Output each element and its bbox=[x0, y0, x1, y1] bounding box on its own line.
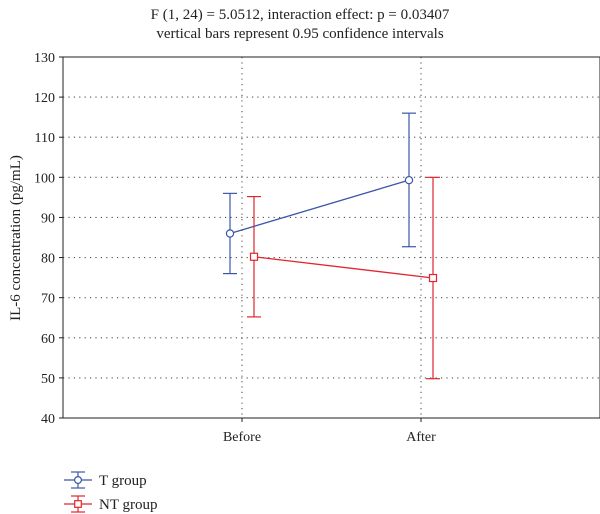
y-tick-label: 40 bbox=[41, 412, 55, 427]
y-tick-label: 100 bbox=[34, 171, 55, 186]
plot-frame bbox=[62, 56, 600, 419]
data-point bbox=[404, 175, 414, 185]
y-tick-label: 90 bbox=[41, 211, 55, 226]
legend-marker bbox=[73, 476, 82, 485]
x-tick-label: Before bbox=[223, 430, 261, 445]
series-0 bbox=[223, 112, 416, 275]
x-ticks: Before After bbox=[223, 418, 436, 445]
y-tick-label: 110 bbox=[35, 131, 55, 146]
y-ticks: 40 50 60 70 80 90 100 110 120 130 bbox=[34, 51, 63, 427]
series-line bbox=[253, 256, 434, 279]
legend: T group NT group bbox=[64, 471, 157, 513]
chart-title: F (1, 24) = 5.0512, interaction effect: … bbox=[151, 7, 450, 23]
legend-label: T group bbox=[99, 473, 147, 489]
x-tick-label: After bbox=[406, 430, 436, 445]
y-tick-label: 80 bbox=[41, 252, 55, 267]
y-tick-label: 70 bbox=[41, 292, 55, 307]
y-axis-label: IL-6 concentration (pg/mL) bbox=[8, 155, 24, 321]
data-point bbox=[249, 252, 259, 261]
y-tick-label: 120 bbox=[34, 91, 55, 106]
chart-subtitle: vertical bars represent 0.95 confidence … bbox=[156, 26, 444, 42]
y-tick-label: 50 bbox=[41, 372, 55, 387]
grid bbox=[63, 57, 600, 418]
legend-label: NT group bbox=[99, 497, 157, 513]
data-point bbox=[428, 273, 438, 283]
y-tick-label: 60 bbox=[41, 332, 55, 347]
legend-item: T group bbox=[64, 471, 147, 489]
legend-item: NT group bbox=[64, 495, 157, 513]
y-tick-label: 130 bbox=[34, 51, 55, 66]
series bbox=[223, 112, 440, 380]
series-1 bbox=[247, 176, 440, 380]
legend-marker bbox=[74, 500, 82, 508]
series-line bbox=[229, 179, 410, 235]
data-point bbox=[225, 229, 235, 238]
